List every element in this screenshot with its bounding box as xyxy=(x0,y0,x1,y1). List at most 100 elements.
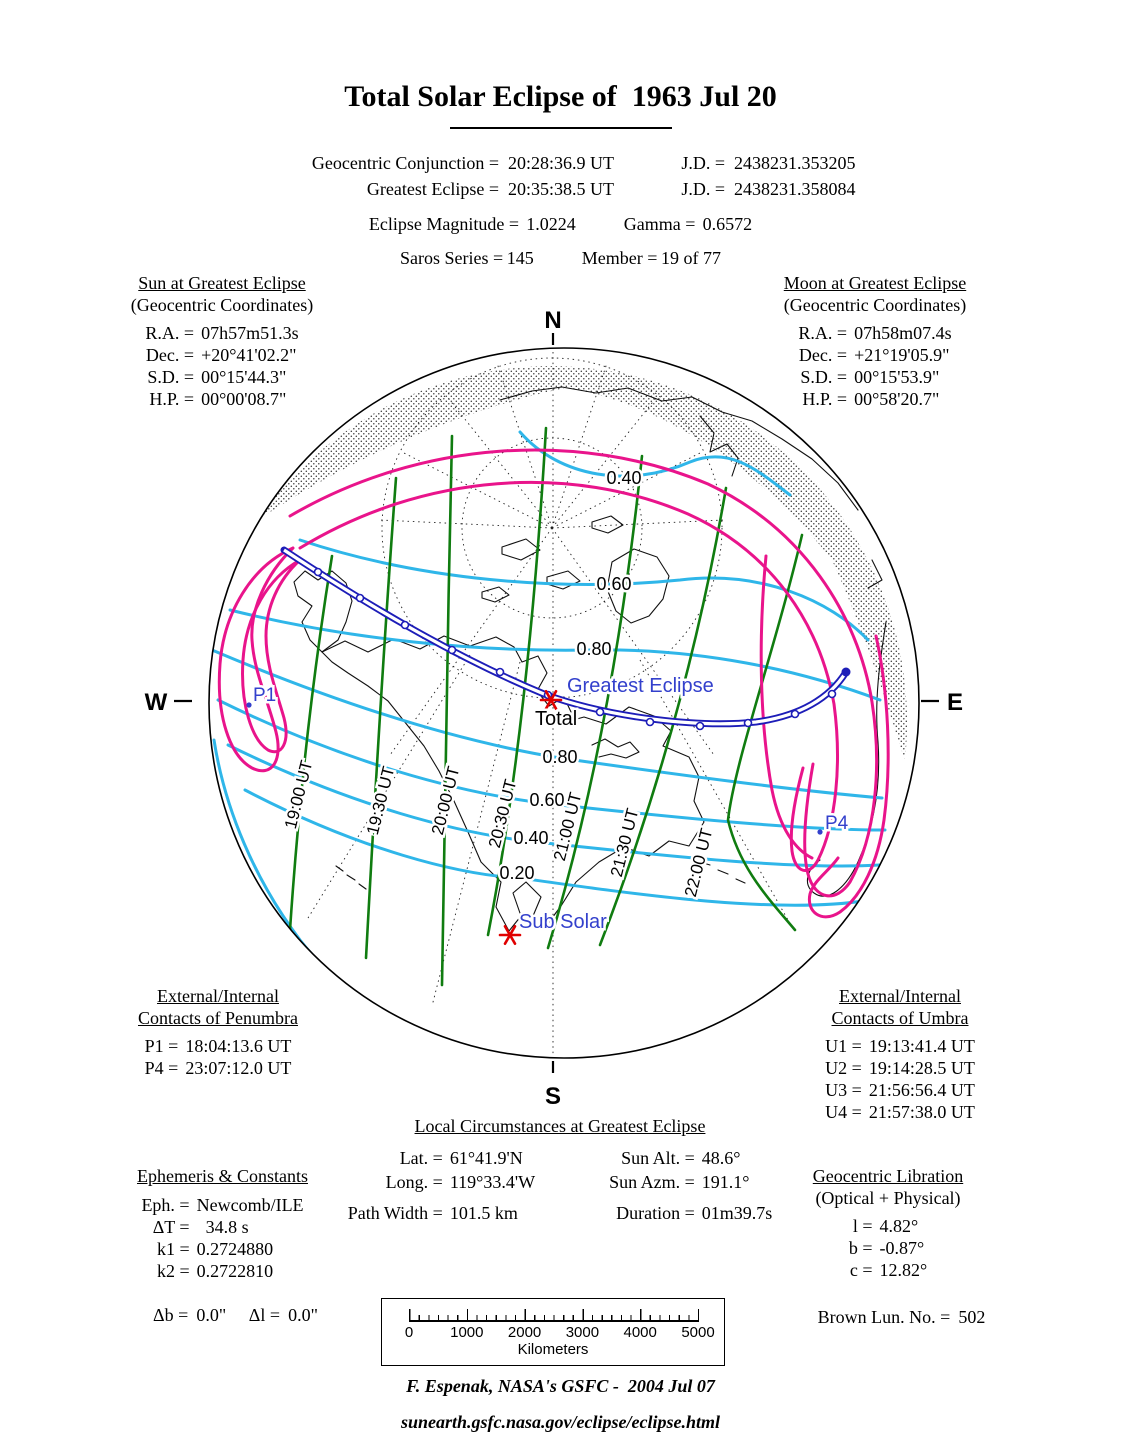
credit-line: F. Espenak, NASA's GSFC - 2004 Jul 07 xyxy=(406,1376,715,1396)
delta-b-value: 0.0" xyxy=(196,1305,227,1325)
p4-contact-label: P4 = xyxy=(144,1058,179,1078)
scale-tick-1000: 1000 xyxy=(450,1324,484,1341)
libration-box: Geocentric Libration (Optical + Physical… xyxy=(778,1166,998,1350)
contour-label-upper-060: 0.60 xyxy=(596,574,631,594)
sun-ra-label: R.A. = xyxy=(145,323,195,343)
moon-sd-value: 00°15'53.9" xyxy=(854,367,940,387)
sun-box-title: Sun at Greatest Eclipse xyxy=(138,273,306,293)
delta-t-label: ΔT = xyxy=(152,1216,190,1237)
contour-label-upper-040: 0.40 xyxy=(606,468,641,488)
long-value: 119°33.4'W xyxy=(449,1171,536,1192)
moon-box: Moon at Greatest Eclipse (Geocentric Coo… xyxy=(765,273,985,410)
total-label: Total xyxy=(535,708,577,730)
sub-solar-label: Sub Solar xyxy=(519,911,607,933)
brown-lunation-value: 502 xyxy=(958,1306,986,1327)
greatest-eclipse-marker xyxy=(539,690,563,710)
sun-dec-value: +20°41'02.2" xyxy=(201,345,297,365)
sub-solar-marker xyxy=(498,925,522,945)
sun-sd-value: 00°15'44.3" xyxy=(201,367,287,387)
libration-b-label: b = xyxy=(848,1238,873,1258)
graticule xyxy=(307,352,789,1056)
magnitude-label: Eclipse Magnitude = xyxy=(368,214,520,234)
saros-member-row: Saros Series = 145 Member = 19 of 77 xyxy=(261,248,861,269)
contour-label-lower-080: 0.80 xyxy=(542,747,577,767)
penumbra-contacts-title1: External/Internal xyxy=(157,986,279,1006)
scale-tick-4000: 4000 xyxy=(623,1324,657,1341)
gamma-pair: Gamma = 0.6572 xyxy=(624,214,752,235)
sun-alt-value: 48.6° xyxy=(701,1147,741,1168)
umbral-path xyxy=(280,546,851,731)
p1-point xyxy=(246,702,252,708)
moon-dec-label: Dec. = xyxy=(798,345,848,365)
ephemeris-rows: Eph. = Newcomb/ILE ΔT = 34.8 s k1 = 0.2724… xyxy=(141,1194,303,1282)
penumbra-contacts-title2: Contacts of Penumbra xyxy=(138,1007,298,1028)
compass-north-label: N xyxy=(544,307,561,334)
greatest-eclipse-time-label: Greatest Eclipse = xyxy=(366,179,499,199)
duration-label: Duration = xyxy=(616,1202,695,1223)
local-circumstances-title: Local Circumstances at Greatest Eclipse xyxy=(414,1116,706,1136)
libration-c-value: 12.82° xyxy=(879,1260,928,1280)
sun-azm-value: 191.1° xyxy=(701,1171,750,1192)
p1-contact-value: 18:04:13.6 UT xyxy=(185,1036,292,1056)
member-label: Member = xyxy=(581,248,658,268)
path-width-label: Path Width = xyxy=(347,1202,443,1223)
delta-l-label: Δl = xyxy=(248,1305,280,1325)
k2-value: 0.2722810 xyxy=(196,1260,274,1281)
scale-numbers: 0 1000 2000 3000 4000 5000 xyxy=(405,1324,715,1342)
local-circumstances-box: Local Circumstances at Greatest Eclipse … xyxy=(280,1116,840,1225)
sun-box-subtitle: (Geocentric Coordinates) xyxy=(130,294,314,315)
delta-bl-row: Δb = 0.0" Δl = 0.0" xyxy=(105,1284,340,1349)
spacer-1 xyxy=(542,1146,602,1170)
u4-contact-value: 21:57:38.0 UT xyxy=(868,1102,975,1122)
libration-subtitle: (Optical + Physical) xyxy=(815,1187,961,1208)
magnitude-pair: Eclipse Magnitude = 1.0224 xyxy=(369,214,576,235)
duration-value: 01m39.7s xyxy=(701,1202,773,1223)
libration-rows: l = 4.82° b = -0.87° c = 12.82° xyxy=(849,1215,927,1281)
spacer-2 xyxy=(542,1170,602,1194)
sun-dec-label: Dec. = xyxy=(145,345,195,365)
greatest-eclipse-jd-value: 2438231.358084 xyxy=(734,179,856,199)
greatest-eclipse-time-value: 20:35:38.5 UT xyxy=(508,179,614,199)
u4-contact-label: U4 = xyxy=(825,1102,862,1122)
moon-hp-label: H.P. = xyxy=(802,389,848,409)
ut-label-2200: 22:00 UT xyxy=(681,826,716,898)
dbl-gap xyxy=(226,1305,249,1325)
u2-contact-value: 19:14:28.5 UT xyxy=(868,1058,975,1078)
compass-south-label: S xyxy=(545,1083,561,1110)
greatest-eclipse-label: Greatest Eclipse xyxy=(567,675,714,697)
sun-azm-label: Sun Azm. = xyxy=(609,1171,695,1192)
conjunction-jd-label: J.D. = xyxy=(681,153,725,173)
saros-pair: Saros Series = 145 xyxy=(400,248,534,269)
compass-ticks xyxy=(174,333,939,1073)
conjunction-row: Geocentric Conjunction = 20:28:36.9 UT J… xyxy=(237,150,884,176)
sun-hp-label: H.P. = xyxy=(149,389,195,409)
contour-label-lower-040: 0.40 xyxy=(513,828,548,848)
spacer-3 xyxy=(542,1194,602,1225)
p4-contact-value: 23:07:12.0 UT xyxy=(185,1058,292,1078)
ephemeris-box: Ephemeris & Constants Eph. = Newcomb/ILE … xyxy=(105,1166,340,1348)
eph-value: Newcomb/ILE xyxy=(196,1194,304,1215)
p1-contact-label: P1 = xyxy=(144,1036,179,1056)
scale-tick-3000: 3000 xyxy=(565,1324,600,1341)
greatest-eclipse-row: Greatest Eclipse = 20:35:38.5 UT J.D. = … xyxy=(237,176,884,202)
libration-c-label: c = xyxy=(849,1260,873,1280)
magnitude-gamma-row: Eclipse Magnitude = 1.0224 Gamma = 0.657… xyxy=(261,214,861,235)
sun-box-rows: R.A. = 07h57m51.3s Dec. = +20°41'02.2" S.D… xyxy=(145,322,298,410)
moon-dec-value: +21°19'05.9" xyxy=(854,345,950,365)
contour-label-lower-060: 0.60 xyxy=(529,790,564,810)
gamma-spacer xyxy=(695,214,702,234)
k1-value: 0.2724880 xyxy=(196,1238,274,1259)
delta-b-label: Δb = xyxy=(153,1305,189,1325)
lat-label: Lat. = xyxy=(399,1147,443,1168)
scale-bar: 0 1000 2000 3000 4000 5000 Kilometers xyxy=(381,1298,725,1366)
dl-sp xyxy=(280,1305,288,1325)
delta-l-value: 0.0" xyxy=(288,1305,318,1325)
scale-tick-0: 0 xyxy=(404,1324,414,1341)
u2-contact-label: U2 = xyxy=(825,1058,862,1078)
conjunction-value: 20:28:36.9 UT xyxy=(508,153,614,173)
globe-limb xyxy=(208,347,920,1059)
moon-sd-label: S.D. = xyxy=(800,367,848,387)
umbra-contacts-title2: Contacts of Umbra xyxy=(831,1007,969,1028)
libration-b-value: -0.87° xyxy=(879,1238,925,1258)
